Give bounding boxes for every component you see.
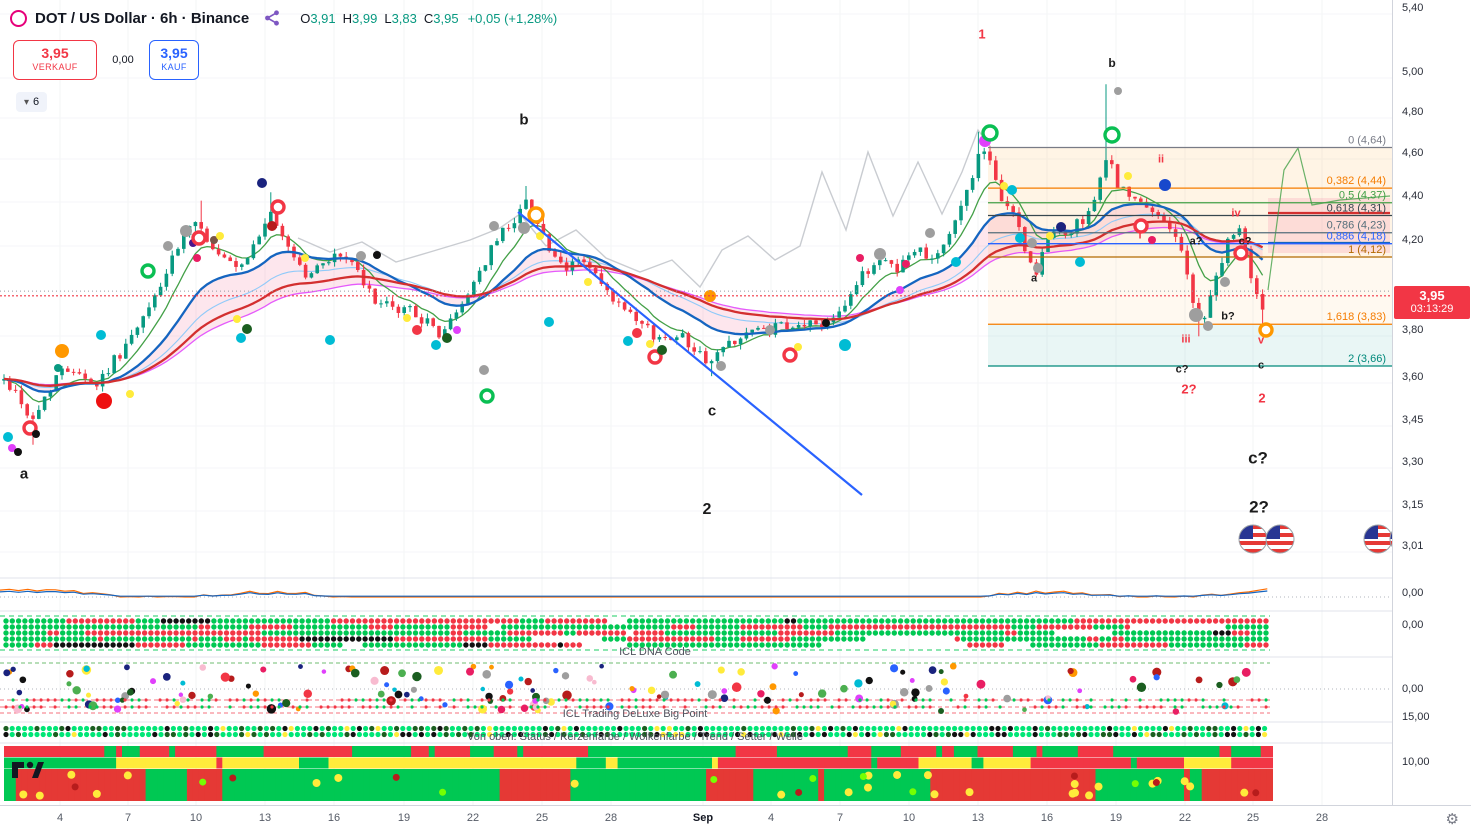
- price-axis-tick: 4,40: [1402, 190, 1424, 202]
- time-axis-tick: 10: [189, 812, 203, 824]
- trend-line: [517, 211, 863, 496]
- sell-price: 3,95: [41, 45, 69, 61]
- symbol-title[interactable]: DOT / US Dollar · 6h · Binance: [35, 9, 250, 27]
- ema-thick-lines: [3, 202, 1264, 393]
- settings-gear-icon[interactable]: ⚙: [1445, 811, 1459, 828]
- ohlc-open-label: O: [300, 10, 311, 26]
- time-axis[interactable]: ⚙ 4 7 10 13 16 19 22 25 28 Sep 4 7 10 13 16 19 22 25 28: [0, 805, 1471, 832]
- time-axis-tick: 19: [397, 812, 411, 824]
- ohlc-low-value: 3,83: [391, 10, 417, 26]
- price-axis[interactable]: 3,95 03:13:29 5,40 5,00 4,80 4,60 4,40 4,20 3,…: [1392, 0, 1471, 805]
- price-lines: [0, 290, 1392, 297]
- price-axis-tick: 0,00: [1402, 619, 1424, 631]
- time-axis-tick: Sep: [692, 812, 714, 824]
- svg-text:0,5 (4,37): 0,5 (4,37): [1339, 190, 1386, 202]
- price-axis-tick: 4,60: [1402, 147, 1424, 159]
- price-axis-tick: 5,00: [1402, 66, 1424, 78]
- ohlc-open-value: 3,91: [310, 10, 336, 26]
- time-axis-tick: 22: [1178, 812, 1192, 824]
- signal-markers: [3, 87, 1274, 456]
- time-axis-tick: 4: [56, 812, 64, 824]
- ohlc-high-value: 3,99: [352, 10, 378, 26]
- ohlc-close-label: C: [423, 10, 434, 26]
- time-axis-tick: 28: [604, 812, 618, 824]
- time-axis-tick: 7: [836, 812, 844, 824]
- svg-text:0,786 (4,23): 0,786 (4,23): [1327, 220, 1386, 232]
- price-axis-tick: 0,00: [1402, 683, 1424, 695]
- price-axis-tick: 4,20: [1402, 234, 1424, 246]
- svg-text:0,886 (4,18): 0,886 (4,18): [1327, 231, 1386, 243]
- price-axis-tick: 0,00: [1402, 587, 1424, 599]
- panel-title-von-oben: Von oben: Status / Kerzenfarbe / Wolkenf…: [467, 731, 803, 743]
- time-axis-tick: 13: [971, 812, 985, 824]
- chevron-down-icon: ▾: [24, 96, 30, 108]
- time-axis-tick: 19: [1109, 812, 1123, 824]
- svg-text:1 (4,12): 1 (4,12): [1348, 244, 1386, 256]
- buy-price: 3,95: [160, 45, 188, 61]
- price-change-readout: +0,05 (+1,28%): [467, 10, 558, 26]
- current-price-badge: 3,95 03:13:29: [1394, 286, 1470, 319]
- indicators-collapse-chip[interactable]: ▾ 6: [16, 92, 48, 112]
- indicator-panels: [0, 577, 1392, 801]
- main-chart-canvas[interactable]: 0 (4,64) 0,382 (4,44) 0,5 (4,37)0,618 (4,3…: [0, 0, 1392, 805]
- price-axis-tick: 10,00: [1402, 756, 1430, 768]
- buy-button[interactable]: 3,95 KAUF: [149, 40, 199, 80]
- price-axis-tick: 3,80: [1402, 324, 1424, 336]
- spread-value: 0,00: [97, 54, 149, 66]
- price-axis-tick: 3,15: [1402, 499, 1424, 511]
- price-axis-tick: 3,30: [1402, 456, 1424, 468]
- panel-title-big-point: ICL Trading DeLuxe Big Point: [562, 708, 708, 720]
- time-axis-tick: 28: [1315, 812, 1329, 824]
- grid: [59, 0, 1323, 805]
- ghost-projection-line: [297, 128, 991, 289]
- indicators-count: 6: [33, 96, 40, 108]
- time-axis-tick: 25: [1246, 812, 1260, 824]
- time-axis-tick: 25: [535, 812, 549, 824]
- time-axis-tick: 22: [466, 812, 480, 824]
- ohlc-readout: O 3,91 H 3,99 L 3,83 C 3,95: [293, 11, 458, 26]
- price-axis-tick: 15,00: [1402, 711, 1430, 723]
- svg-text:0,618 (4,31): 0,618 (4,31): [1327, 202, 1386, 214]
- price-axis-tick: 3,45: [1402, 414, 1424, 426]
- buy-label: KAUF: [161, 62, 187, 72]
- price-axis-tick: 3,01: [1402, 540, 1424, 552]
- ohlc-close-value: 3,95: [433, 10, 459, 26]
- time-axis-tick: 16: [1040, 812, 1054, 824]
- ohlc-high-label: H: [342, 10, 353, 26]
- price-axis-tick: 5,40: [1402, 2, 1424, 14]
- bar-countdown: 03:13:29: [1410, 303, 1454, 315]
- fib-retracement: 0 (4,64) 0,382 (4,44) 0,5 (4,37)0,618 (4,3…: [988, 135, 1392, 367]
- time-axis-tick: 7: [124, 812, 132, 824]
- time-axis-tick: 10: [902, 812, 916, 824]
- price-axis-tick: 4,80: [1402, 106, 1424, 118]
- ohlc-low-label: L: [384, 10, 392, 26]
- svg-text:1,618 (3,83): 1,618 (3,83): [1327, 311, 1386, 323]
- svg-text:0 (4,64): 0 (4,64): [1348, 135, 1386, 147]
- tradingview-logo[interactable]: [10, 752, 46, 782]
- panel-title-dna-code: ICL DNA Code: [619, 646, 691, 658]
- time-axis-tick: 13: [258, 812, 272, 824]
- share-icon[interactable]: [263, 9, 281, 27]
- time-axis-tick: 4: [767, 812, 775, 824]
- sell-label: VERKAUF: [32, 62, 78, 72]
- time-axis-tick: 16: [327, 812, 341, 824]
- svg-text:0,382 (4,44): 0,382 (4,44): [1327, 175, 1386, 187]
- current-price-value: 3,95: [1419, 288, 1445, 303]
- price-axis-tick: 3,60: [1402, 371, 1424, 383]
- country-flag-icons: [1238, 524, 1392, 554]
- dot-symbol-logo[interactable]: [10, 9, 27, 27]
- sell-button[interactable]: 3,95 VERKAUF: [13, 40, 97, 80]
- svg-text:2 (3,66): 2 (3,66): [1348, 353, 1386, 365]
